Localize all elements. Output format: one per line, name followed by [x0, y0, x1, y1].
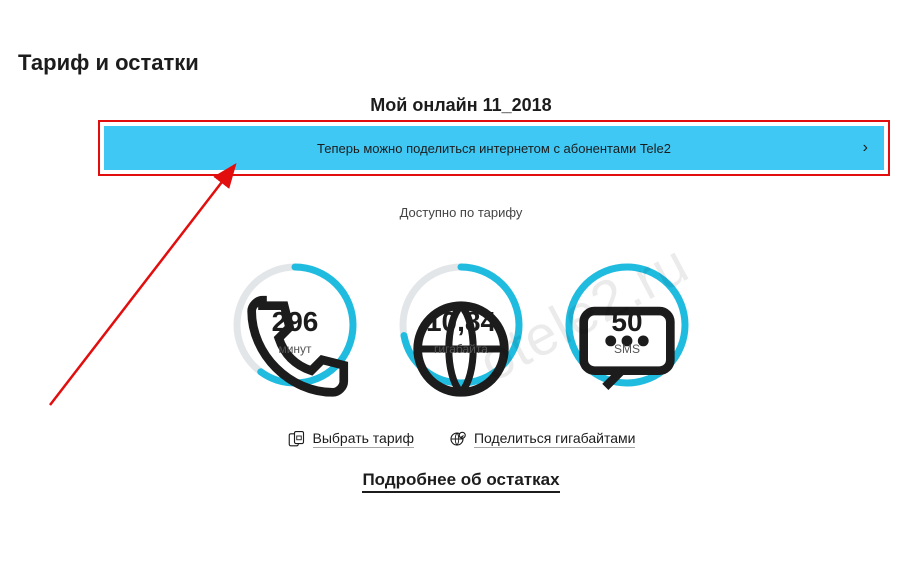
chevron-right-icon: › [863, 139, 868, 157]
gauge-data-unit: гигабайта [396, 342, 526, 356]
gauges-row: 296 минут 10,84 гигабайта 50 SMS [0, 260, 922, 390]
choose-tariff-label: Выбрать тариф [313, 430, 414, 448]
banner-text: Теперь можно поделиться интернетом с або… [317, 141, 671, 156]
gauge-sms[interactable]: 50 SMS [562, 260, 692, 390]
gauge-minutes-value: 296 [230, 306, 360, 338]
share-globe-icon [448, 430, 466, 448]
gauge-data[interactable]: 10,84 гигабайта [396, 260, 526, 390]
more-about-balances-link[interactable]: Подробнее об остатках [362, 470, 559, 493]
action-links-row: Выбрать тариф Поделиться гигабайтами [0, 430, 922, 448]
choose-tariff-link[interactable]: Выбрать тариф [287, 430, 414, 448]
gauge-sms-unit: SMS [562, 342, 692, 356]
gauge-data-value: 10,84 [396, 306, 526, 338]
gauge-sms-value: 50 [562, 306, 692, 338]
share-gb-link[interactable]: Поделиться гигабайтами [448, 430, 636, 448]
gauge-minutes-unit: минут [230, 342, 360, 356]
share-gb-label: Поделиться гигабайтами [474, 430, 636, 448]
share-internet-banner[interactable]: Теперь можно поделиться интернетом с або… [104, 126, 884, 170]
tariff-name: Мой онлайн 11_2018 [0, 95, 922, 116]
sim-icon [287, 430, 305, 448]
page-title: Тариф и остатки [18, 50, 199, 76]
available-subheading: Доступно по тарифу [0, 205, 922, 220]
gauge-minutes[interactable]: 296 минут [230, 260, 360, 390]
